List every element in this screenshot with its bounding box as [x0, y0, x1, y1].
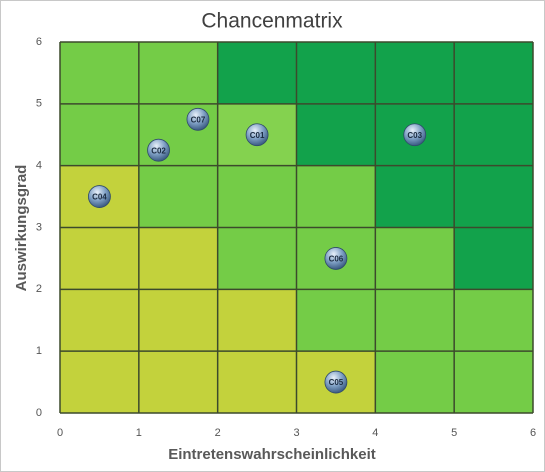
- point: [324, 247, 348, 270]
- point-label: C06: [329, 255, 344, 264]
- point-group: C02: [147, 138, 170, 162]
- y-tick-label: 3: [36, 221, 42, 233]
- matrix-cell: [138, 42, 218, 104]
- matrix-cell: [296, 42, 376, 104]
- matrix-cell: [375, 42, 455, 104]
- point: [88, 185, 111, 208]
- x-tick-label: 4: [372, 427, 378, 439]
- y-tick-label: 1: [36, 345, 42, 357]
- matrix-cell: [454, 165, 533, 228]
- matrix-cell: [217, 289, 297, 352]
- matrix-cell: [375, 165, 455, 228]
- y-tick-label: 5: [36, 98, 42, 110]
- point: [186, 107, 210, 131]
- x-tick-label: 6: [530, 427, 536, 439]
- y-tick-label: 2: [36, 283, 42, 295]
- matrix-cell: [296, 165, 376, 228]
- point: [147, 138, 170, 162]
- point-group: C05: [324, 370, 348, 394]
- x-tick-label: 5: [451, 427, 457, 439]
- x-tick-label: 2: [215, 427, 221, 439]
- point-group: C03: [403, 123, 427, 147]
- matrix-cell: [138, 289, 218, 352]
- matrix-cell: [296, 289, 376, 352]
- y-tick-label: 6: [36, 36, 42, 48]
- point-group: C06: [324, 247, 348, 270]
- matrix-cell: [454, 42, 533, 104]
- matrix-cell: [60, 42, 139, 104]
- matrix-cell: [217, 227, 297, 290]
- y-tick-label: 0: [36, 407, 42, 419]
- matrix-cell: [454, 103, 533, 166]
- point: [403, 123, 427, 147]
- point-label: C05: [329, 378, 344, 387]
- matrix-cell: [60, 103, 139, 166]
- matrix-cell: [217, 351, 297, 413]
- matrix-cell: [375, 289, 455, 352]
- matrix-cell: [375, 351, 455, 413]
- point-label: C04: [92, 193, 107, 202]
- point-label: C02: [151, 146, 166, 155]
- point: [324, 370, 348, 394]
- point-group: C07: [186, 107, 210, 131]
- matrix-cell: [454, 227, 533, 290]
- x-tick-label: 1: [136, 427, 142, 439]
- point-group: C01: [245, 123, 269, 147]
- chart-title: Chancenmatrix: [201, 10, 343, 33]
- point: [245, 123, 269, 147]
- x-tick-label: 3: [293, 427, 299, 439]
- x-axis-label: Eintretenswahrscheinlichkeit: [168, 446, 376, 463]
- point-label: C01: [250, 131, 265, 140]
- point-label: C03: [407, 131, 422, 140]
- matrix-cell: [217, 165, 297, 228]
- matrix-cell: [138, 351, 218, 413]
- matrix-cell: [60, 289, 139, 352]
- matrix-cell: [454, 351, 533, 413]
- matrix-cell: [60, 351, 139, 413]
- x-tick-label: 0: [57, 427, 63, 439]
- matrix-cell: [138, 227, 218, 290]
- y-axis-label: Auswirkungsgrad: [13, 165, 30, 292]
- matrix-cell: [138, 165, 218, 228]
- matrix-cell: [60, 227, 139, 290]
- matrix-cell: [217, 42, 297, 104]
- matrix-cell: [454, 289, 533, 352]
- matrix-cell: [375, 227, 455, 290]
- matrix-cell: [296, 103, 376, 166]
- point-group: C04: [88, 185, 111, 208]
- y-tick-label: 4: [36, 160, 42, 172]
- point-label: C07: [191, 115, 206, 124]
